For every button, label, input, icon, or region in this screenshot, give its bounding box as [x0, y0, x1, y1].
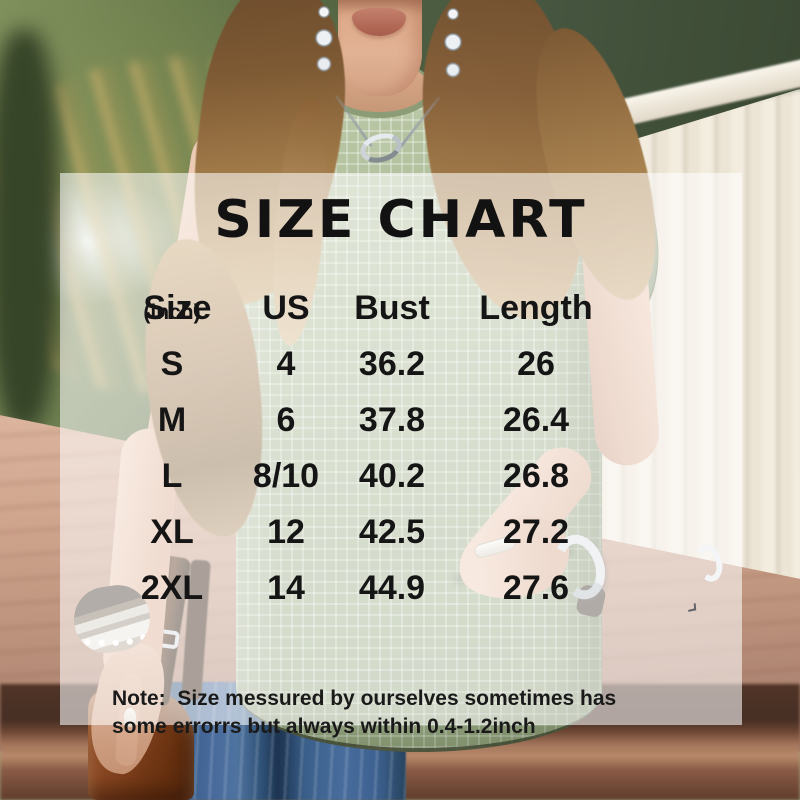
row-m-size: M — [157, 400, 187, 439]
row-2xl-size: 2XL — [140, 568, 204, 607]
row-2xl-us: 14 — [267, 568, 305, 607]
row-l-length: 26.8 — [502, 456, 570, 495]
row-xl-bust: 42.5 — [358, 512, 426, 551]
row-m-length: 26.4 — [502, 400, 570, 439]
row-s-size: S — [160, 344, 184, 383]
earring-right-icon — [444, 0, 462, 84]
size-unit-label: (inch) — [143, 300, 201, 324]
row-m-us: 6 — [276, 400, 296, 439]
row-s-length: 26 — [517, 344, 555, 383]
column-header-length: Length — [479, 288, 593, 327]
row-l-bust: 40.2 — [358, 456, 426, 495]
column-header-size: Size (inch) — [143, 288, 212, 327]
note-line-1: Note: Size messured by ourselves sometim… — [112, 687, 617, 710]
row-xl-length: 27.2 — [502, 512, 570, 551]
size-table: Size (inch) US Bust Length S 4 36.2 26 M … — [100, 280, 616, 616]
row-2xl-length: 27.6 — [502, 568, 570, 607]
earring-left-icon — [315, 0, 333, 78]
row-s-us: 4 — [276, 344, 296, 383]
row-l-size: L — [161, 456, 183, 495]
row-xl-us: 12 — [267, 512, 305, 551]
column-header-us: US — [262, 288, 310, 327]
column-header-bust: Bust — [354, 288, 430, 327]
row-l-us: 8/10 — [252, 456, 320, 495]
dark-foliage-left — [0, 30, 60, 430]
size-chart-title: SIZE CHART — [214, 190, 588, 250]
note-line-2: some errorrs but always within 0.4-1.2in… — [112, 715, 536, 738]
row-s-bust: 36.2 — [358, 344, 426, 383]
measurement-note: Note: Size messured by ourselves sometim… — [112, 629, 616, 741]
row-xl-size: XL — [150, 512, 194, 551]
row-m-bust: 37.8 — [358, 400, 426, 439]
white-overlay-panel — [60, 173, 742, 725]
row-2xl-bust: 44.9 — [358, 568, 426, 607]
